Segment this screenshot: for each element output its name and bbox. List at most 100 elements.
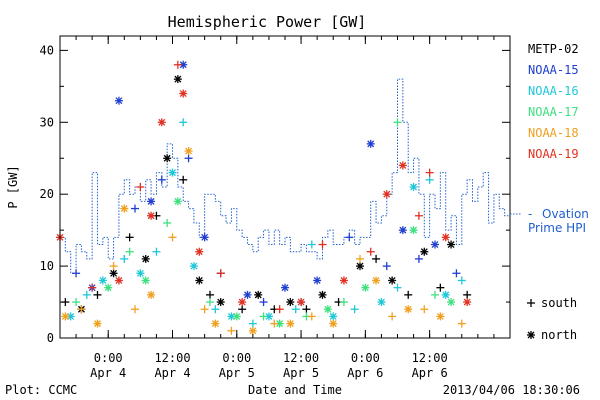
footer-plot-label: Plot: CCMC: [5, 383, 77, 397]
y-axis: 0 10 20 30 40: [40, 43, 510, 345]
data-point-noaa-15-north: [147, 197, 156, 206]
data-point-noaa-18-north: [61, 312, 70, 321]
data-point-noaa-16-north: [409, 183, 418, 191]
x-tick-date: Apr 5: [283, 366, 319, 380]
data-point-metp-02-south: [125, 233, 134, 242]
data-point-noaa-15-south: [72, 269, 81, 278]
data-point-noaa-19-north: [114, 276, 123, 285]
data-point-noaa-18-north: [184, 147, 193, 156]
x-tick-date: Apr 6: [412, 366, 448, 380]
data-point-noaa-17-north: [104, 283, 113, 292]
data-point-noaa-16-north: [189, 262, 198, 271]
data-point-noaa-18-south: [168, 233, 177, 242]
data-point-noaa-18-south: [270, 319, 279, 328]
data-point-noaa-18-north: [93, 319, 102, 328]
x-tick-label: 0:00: [94, 351, 123, 365]
legend-model-dash: -: [528, 207, 532, 221]
data-point-metp-02-south: [206, 290, 214, 299]
data-point-noaa-19-north: [147, 211, 156, 220]
data-point-metp-02-north: [356, 262, 364, 271]
y-tick-label: 30: [40, 115, 54, 129]
data-point-noaa-19-north: [441, 233, 450, 242]
data-point-noaa-16-north: [66, 312, 75, 321]
data-point-metp-02-north: [163, 154, 172, 163]
legend-model-label-line2: Prime HPI: [528, 221, 586, 235]
data-point-noaa-15-north: [200, 233, 209, 242]
data-point-noaa-15-south: [259, 298, 268, 307]
data-point-noaa-17-north: [323, 305, 332, 314]
data-point-noaa-15-south: [382, 262, 391, 271]
data-point-noaa-15-north: [114, 96, 123, 105]
data-point-noaa-19-south: [425, 168, 434, 177]
x-tick-label: 12:00: [283, 351, 319, 365]
data-point-noaa-19-south: [414, 211, 423, 220]
data-point-noaa-17-south: [206, 298, 214, 307]
data-point-noaa-17-north: [232, 312, 241, 321]
legend-item-noaa-19: NOAA-19: [528, 147, 579, 161]
data-point-noaa-18-north: [329, 319, 338, 328]
data-point-metp-02-north: [141, 254, 150, 263]
data-point-noaa-15-north: [281, 283, 289, 292]
data-point-noaa-17-north: [409, 226, 418, 235]
y-tick-label: 10: [40, 259, 54, 273]
data-point-metp-02-north: [195, 276, 204, 285]
data-point-metp-02-north: [109, 269, 118, 278]
data-point-noaa-18-south: [356, 254, 364, 263]
y-tick-label: 40: [40, 43, 54, 57]
data-point-noaa-18-south: [388, 312, 397, 321]
data-point-noaa-19-north: [463, 298, 472, 307]
data-point-noaa-15-north: [366, 139, 375, 148]
data-point-noaa-19-north: [195, 247, 204, 256]
data-point-noaa-15-south: [345, 233, 354, 242]
data-point-noaa-17-south: [431, 290, 439, 299]
data-point-metp-02-north: [216, 298, 225, 307]
data-point-noaa-16-south: [393, 283, 402, 292]
legend: METP-02 NOAA-15 NOAA-16 NOAA-17 NOAA-18 NOAA-…: [510, 42, 589, 342]
data-point-noaa-16-south: [211, 305, 220, 314]
data-point-noaa-17-south: [163, 218, 172, 227]
data-point-noaa-16-south: [291, 305, 300, 314]
y-axis-label: P [GW]: [6, 165, 20, 208]
data-point-noaa-16-north: [441, 290, 450, 299]
x-axis-label: Date and Time: [248, 383, 342, 397]
data-point-noaa-19-north: [339, 276, 348, 285]
data-point-noaa-16-north: [168, 168, 177, 177]
data-point-noaa-19-south: [318, 240, 327, 249]
data-point-metp-02-north: [286, 298, 295, 307]
data-point-noaa-16-south: [82, 290, 91, 299]
data-point-metp-02-north: [318, 290, 327, 299]
data-point-noaa-19-south: [136, 183, 145, 191]
data-point-noaa-18-north: [211, 319, 220, 328]
data-point-noaa-15-north: [313, 276, 322, 285]
data-point-metp-02-south: [404, 290, 413, 299]
data-point-noaa-18-south: [109, 262, 118, 271]
data-point-noaa-15-south: [414, 254, 423, 263]
data-point-noaa-18-south: [77, 305, 86, 314]
data-point-noaa-19-north: [382, 190, 391, 199]
data-points-group: [56, 60, 472, 335]
data-point-metp-02-south: [372, 254, 381, 263]
data-point-noaa-19-south: [173, 60, 182, 69]
data-point-metp-02-south: [179, 175, 188, 184]
data-point-noaa-18-south: [131, 305, 139, 314]
legend-marker-south: [527, 299, 535, 307]
data-point-noaa-18-south: [420, 305, 429, 314]
data-point-noaa-16-north: [377, 298, 386, 307]
footer-timestamp: 2013/04/06 18:30:06: [443, 383, 580, 397]
legend-item-noaa-17: NOAA-17: [528, 105, 579, 119]
data-point-noaa-17-north: [141, 276, 150, 285]
data-point-noaa-16-south: [350, 305, 359, 314]
data-point-noaa-19-south: [275, 305, 284, 314]
data-point-noaa-17-south: [72, 298, 81, 307]
x-tick-date: Apr 4: [154, 366, 190, 380]
data-point-noaa-17-south: [393, 118, 402, 127]
data-point-noaa-15-north: [431, 240, 439, 249]
data-point-noaa-19-south: [88, 283, 97, 292]
data-point-noaa-19-north: [179, 89, 188, 98]
data-point-noaa-16-north: [98, 276, 107, 285]
data-point-noaa-18-north: [404, 305, 413, 314]
data-point-metp-02-north: [447, 240, 456, 249]
data-point-noaa-16-south: [120, 254, 129, 263]
data-point-noaa-18-north: [248, 326, 257, 335]
data-point-noaa-17-north: [361, 283, 370, 292]
